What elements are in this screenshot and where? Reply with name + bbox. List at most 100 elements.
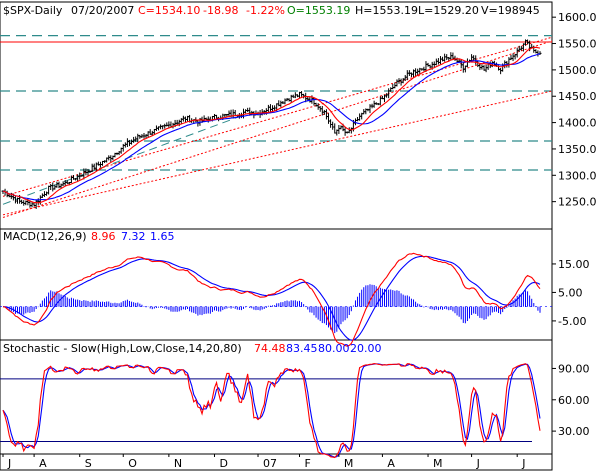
macd-title-group: MACD(12,26,9) 8.96 7.32 1.65 xyxy=(3,230,175,243)
price-bar xyxy=(51,182,55,192)
price-bar xyxy=(387,88,391,99)
y-tick-label: 30.00 xyxy=(558,425,590,438)
price-bar xyxy=(434,58,438,66)
price-bar xyxy=(45,191,49,196)
price-bar xyxy=(474,55,478,65)
macd-plot xyxy=(0,252,552,347)
open-label: O=1553.19 xyxy=(287,4,350,17)
y-tick-label: 1600.00 xyxy=(558,11,597,24)
price-bar xyxy=(163,123,167,129)
sma-short-line xyxy=(2,46,541,204)
stochastic-k-value: 74.48 xyxy=(254,342,286,355)
price-bar xyxy=(405,70,409,81)
price-bar xyxy=(49,183,53,191)
stochastic-title: Stochastic - Slow(High,Low,Close,14,20,8… xyxy=(3,342,242,355)
axes: 1600.00 1550.00 1500.00 1450.00 1400.00 1350.… xyxy=(2,11,597,470)
x-tick-label: J xyxy=(7,457,11,470)
price-bar xyxy=(329,119,333,128)
y-tick-label: 15.00 xyxy=(558,258,590,271)
x-tick-label: O xyxy=(128,457,137,470)
macd-signal-value: 7.32 xyxy=(121,230,146,243)
price-bar xyxy=(333,123,337,134)
trend-channel-line xyxy=(2,40,553,218)
x-tick-label: 07 xyxy=(263,457,277,470)
macd-line xyxy=(2,252,541,347)
price-bar xyxy=(92,163,96,170)
price-bar xyxy=(331,121,335,130)
close-label: C=1534.10 xyxy=(138,4,200,17)
macd-panel-frame xyxy=(0,228,553,341)
x-tick-label: A xyxy=(387,457,395,470)
x-tick-label: J xyxy=(476,457,480,470)
price-bar xyxy=(436,58,440,65)
stochastic-lower-level: 20.00 xyxy=(350,342,382,355)
price-bar xyxy=(372,100,376,108)
x-tick-label: M xyxy=(433,457,443,470)
stochastic-k-line xyxy=(2,363,541,459)
y-tick-label: 1450.00 xyxy=(558,90,597,103)
price-bar xyxy=(279,100,283,108)
price-bar xyxy=(453,55,457,61)
price-bar xyxy=(57,181,61,189)
price-bar xyxy=(175,119,179,126)
y-tick-label: -5.00 xyxy=(558,315,586,328)
price-plot xyxy=(0,35,553,218)
y-tick-label: 1400.00 xyxy=(558,117,597,130)
price-bar xyxy=(438,56,442,65)
date-label: 07/20/2007 xyxy=(71,4,134,17)
x-tick-label: F xyxy=(304,457,310,470)
price-bar xyxy=(443,53,447,62)
price-bar xyxy=(461,61,465,73)
y-tick-label: 1300.00 xyxy=(558,169,597,182)
trend-channel-line xyxy=(2,90,553,216)
chart-header: $SPX-Daily 07/20/2007 C=1534.10 -18.98 -… xyxy=(3,4,540,17)
date-axis-frame xyxy=(0,453,553,471)
price-bar xyxy=(422,66,426,72)
stochastic-d-value: 83.45 xyxy=(286,342,318,355)
x-tick-label: A xyxy=(39,457,47,470)
symbol-label: $SPX-Daily xyxy=(3,4,63,17)
y-tick-label: 1350.00 xyxy=(558,143,597,156)
high-label: H=1553.19 xyxy=(355,4,418,17)
volume-label: V=198945 xyxy=(481,4,540,17)
price-bar xyxy=(268,104,272,113)
stochastic-title-group: Stochastic - Slow(High,Low,Close,14,20,8… xyxy=(3,342,382,355)
x-tick-label: J xyxy=(521,457,525,470)
price-bar xyxy=(283,98,287,105)
price-bar xyxy=(327,113,331,124)
y-tick-label: 5.00 xyxy=(558,286,583,299)
y-tick-label: 1500.00 xyxy=(558,64,597,77)
price-bar xyxy=(324,109,328,120)
price-bar xyxy=(509,54,513,61)
price-bar xyxy=(181,115,185,122)
price-bar xyxy=(246,107,250,113)
sma-long-line xyxy=(2,53,541,201)
macd-hist-value: 1.65 xyxy=(150,230,175,243)
macd-value: 8.96 xyxy=(91,230,116,243)
macd-signal-line xyxy=(2,255,541,341)
price-bar xyxy=(47,185,51,195)
y-tick-label: 90.00 xyxy=(558,362,590,375)
price-bar xyxy=(123,142,127,148)
price-bar xyxy=(465,58,469,68)
price-bar xyxy=(125,138,129,147)
price-bar xyxy=(339,125,343,130)
price-bar xyxy=(515,47,519,58)
stochastic-panel-frame xyxy=(0,339,553,455)
x-tick-label: M xyxy=(344,457,354,470)
change-pct-label: -1.22% xyxy=(246,4,285,17)
x-tick-label: D xyxy=(219,457,227,470)
price-bar xyxy=(391,83,395,90)
price-bar xyxy=(445,54,449,61)
price-bar xyxy=(13,196,17,204)
price-bar xyxy=(385,93,389,98)
change-label: -18.98 xyxy=(203,4,238,17)
price-bar xyxy=(316,103,320,110)
y-tick-label: 1550.00 xyxy=(558,38,597,51)
x-tick-label: N xyxy=(174,457,182,470)
price-bar xyxy=(358,113,362,121)
price-bar xyxy=(511,53,515,62)
price-bar xyxy=(337,124,341,134)
low-label: L=1529.20 xyxy=(418,4,479,17)
